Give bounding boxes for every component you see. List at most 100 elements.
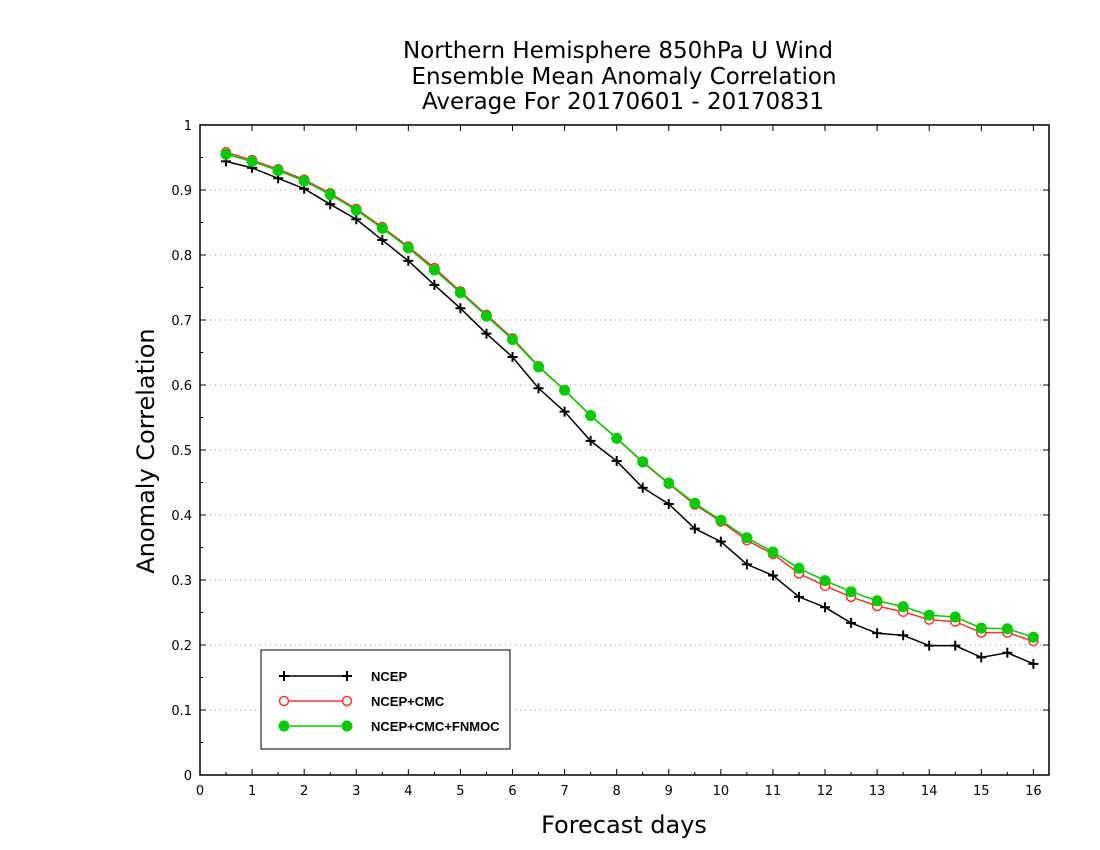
data-point-ncep-cmc-fnmoc [1027, 631, 1039, 643]
data-point-ncep-cmc-fnmoc [871, 595, 883, 607]
y-tick-label: 0.7 [171, 314, 192, 329]
data-point-ncep-cmc-fnmoc [845, 586, 857, 598]
data-point-ncep-cmc-fnmoc [611, 432, 623, 444]
chart-title-line-3: Average For 20170601 - 20170831 [422, 89, 824, 115]
y-tick-label: 0.2 [171, 639, 192, 654]
series-line-ncep-cmc-fnmoc [225, 153, 1034, 638]
data-point-ncep-cmc-fnmoc [637, 456, 649, 468]
y-axis-label: Anomaly Correlation [132, 328, 160, 573]
data-point-ncep-cmc-fnmoc [480, 310, 492, 322]
data-point-ncep [325, 199, 336, 210]
data-point-ncep-cmc-fnmoc [1001, 623, 1013, 635]
legend-label: NCEP+CMC [371, 694, 445, 709]
data-point-ncep [820, 602, 831, 613]
data-point-ncep-cmc-fnmoc [715, 514, 727, 526]
data-point-ncep [377, 235, 388, 246]
data-point-ncep [611, 456, 622, 467]
data-point-ncep [950, 640, 961, 651]
x-tick-label: 16 [1025, 784, 1042, 799]
x-tick-label: 9 [665, 784, 673, 799]
x-tick-label: 0 [196, 784, 204, 799]
x-tick-label: 3 [352, 784, 360, 799]
legend-item-ncep-cmc: NCEP+CMC [278, 694, 445, 709]
legend-marker [278, 720, 290, 732]
data-point-ncep [559, 406, 570, 417]
data-point-ncep-cmc-fnmoc [923, 609, 935, 621]
y-tick-label: 0.8 [171, 249, 192, 264]
data-point-ncep-cmc-fnmoc [819, 575, 831, 587]
legend-marker [341, 720, 353, 732]
data-point-ncep-cmc-fnmoc [507, 334, 519, 345]
data-point-ncep [689, 523, 700, 534]
x-tick-label: 6 [508, 784, 516, 799]
data-point-ncep-cmc-fnmoc [220, 148, 232, 160]
data-point-ncep [1028, 658, 1039, 669]
x-tick-label: 8 [613, 784, 621, 799]
x-tick-label: 2 [300, 784, 308, 799]
y-tick-label: 0.5 [171, 444, 192, 459]
x-axis-label: Forecast days [541, 811, 707, 839]
data-point-ncep [507, 352, 518, 363]
data-point-ncep [898, 630, 909, 641]
data-point-ncep [481, 328, 492, 339]
data-point-ncep-cmc-fnmoc [689, 497, 701, 509]
y-tick-label: 1 [184, 119, 192, 134]
data-point-ncep-cmc-fnmoc [376, 222, 388, 234]
data-point-ncep-cmc-fnmoc [272, 165, 284, 176]
data-point-ncep-cmc-fnmoc [298, 175, 310, 187]
data-point-ncep [741, 559, 752, 570]
data-point-ncep-cmc-fnmoc [767, 546, 779, 558]
data-point-ncep [637, 482, 648, 493]
data-point-ncep [976, 652, 987, 663]
data-point-ncep [455, 303, 466, 314]
data-point-ncep-cmc-fnmoc [350, 204, 362, 216]
data-point-ncep-cmc-fnmoc [793, 562, 805, 574]
data-point-ncep-cmc-fnmoc [949, 611, 961, 623]
data-point-ncep-cmc-fnmoc [975, 622, 987, 634]
x-tick-label: 14 [921, 784, 938, 799]
x-tick-label: 1 [248, 784, 256, 799]
legend-item-ncep: NCEP [279, 669, 407, 684]
series-line-ncep-cmc [225, 151, 1034, 642]
data-point-ncep-cmc-fnmoc [897, 601, 909, 613]
y-tick-label: 0.3 [171, 574, 192, 589]
series-ncep-cmc-fnmoc [220, 148, 1039, 643]
data-point-ncep [585, 435, 596, 446]
data-point-ncep-cmc-fnmoc [533, 361, 545, 373]
series-ncep [221, 156, 1039, 669]
x-tick-label: 12 [817, 784, 834, 799]
legend-label: NCEP [371, 669, 407, 684]
data-point-ncep [351, 214, 362, 225]
legend-marker [279, 671, 289, 681]
y-tick-label: 0.6 [171, 379, 192, 394]
data-point-ncep [403, 255, 414, 266]
series-layer [220, 147, 1039, 669]
data-point-ncep-cmc-fnmoc [324, 189, 336, 201]
x-tick-label: 4 [404, 784, 412, 799]
data-point-ncep-cmc-fnmoc [402, 242, 414, 254]
x-tick-label: 15 [973, 784, 990, 799]
data-point-ncep [793, 591, 804, 602]
legend-marker [342, 671, 352, 681]
data-point-ncep-cmc-fnmoc [559, 384, 571, 396]
x-tick-label: 10 [713, 784, 730, 799]
data-point-ncep [663, 498, 674, 509]
legend: NCEP NCEP+CMC NCEP+CMC+FNMOC [260, 649, 511, 750]
y-tick-label: 0.9 [171, 184, 192, 199]
y-axis-ticks: 0 0.1 0.2 0.3 0.4 0.5 0.6 0.7 0.8 0.9 1 [171, 119, 1049, 784]
grid-lines [200, 189, 1049, 711]
data-point-ncep-cmc-fnmoc [585, 410, 597, 422]
chart-title: Northern Hemisphere 850hPa U Wind Ensemb… [403, 38, 837, 115]
x-axis-ticks: 0 1 2 3 4 5 6 7 8 9 10 11 12 13 14 15 16 [196, 125, 1042, 799]
x-tick-label: 13 [869, 784, 886, 799]
legend-marker [341, 695, 353, 707]
data-point-ncep [533, 383, 544, 394]
data-point-ncep-cmc-fnmoc [428, 264, 440, 276]
data-point-ncep-cmc-fnmoc [454, 287, 466, 299]
data-point-ncep [1002, 647, 1013, 658]
data-point-ncep [767, 570, 778, 581]
data-point-ncep [429, 279, 440, 290]
y-tick-label: 0.4 [171, 509, 192, 524]
legend-label: NCEP+CMC+FNMOC [371, 719, 500, 734]
series-ncep-cmc [220, 147, 1039, 647]
